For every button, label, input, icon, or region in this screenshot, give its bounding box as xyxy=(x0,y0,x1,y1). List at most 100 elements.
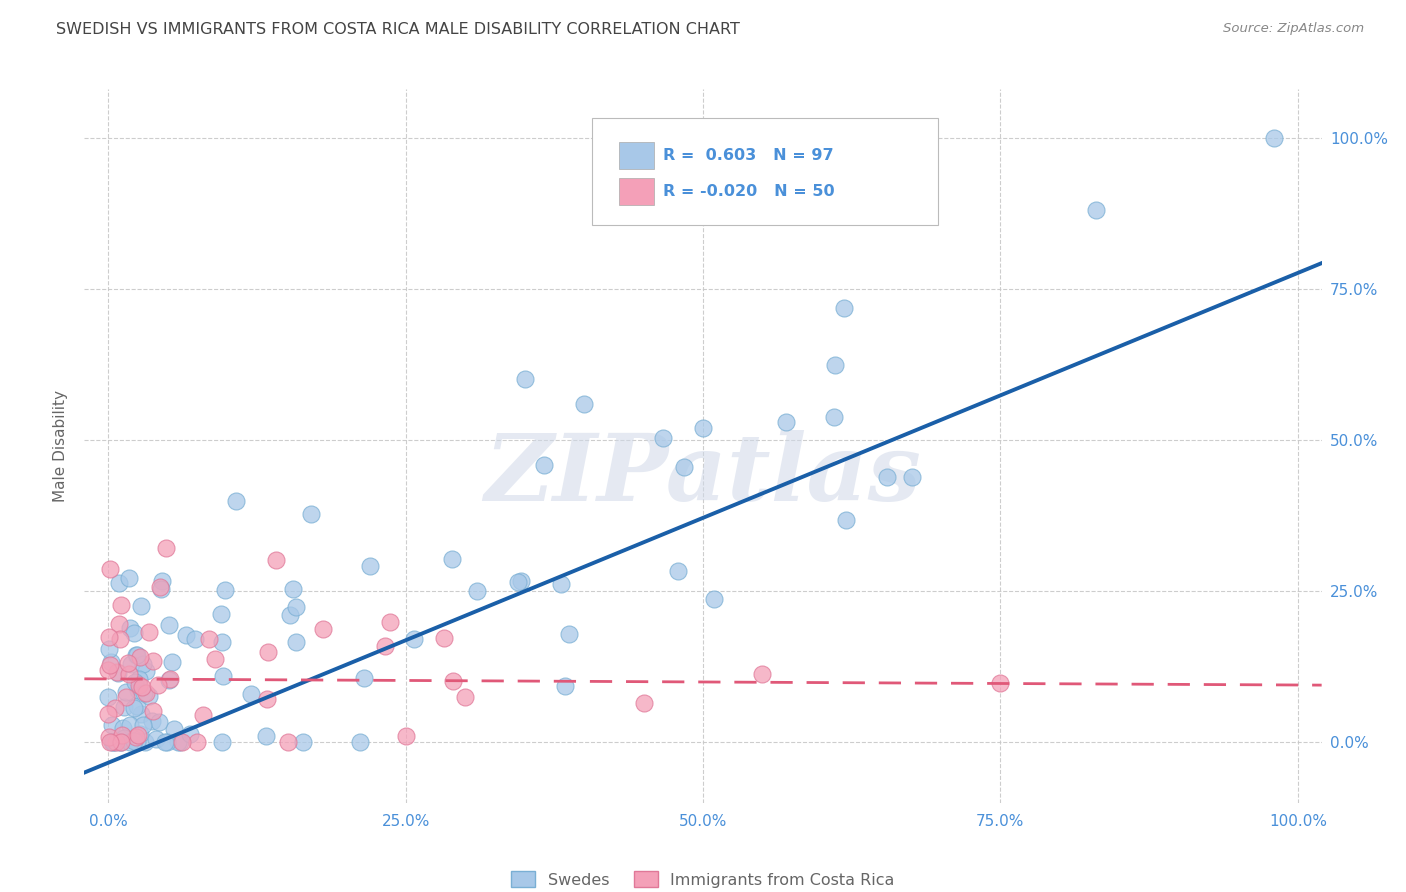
Point xyxy=(108,632,131,646)
Point xyxy=(112,700,135,714)
FancyBboxPatch shape xyxy=(592,118,938,225)
Point xyxy=(120,735,142,749)
Text: Source: ZipAtlas.com: Source: ZipAtlas.com xyxy=(1223,22,1364,36)
Point xyxy=(97,706,120,721)
Point xyxy=(666,564,689,578)
Point xyxy=(876,470,898,484)
Point xyxy=(823,409,845,424)
Point xyxy=(193,708,215,723)
Point xyxy=(127,728,149,742)
Point xyxy=(394,729,416,743)
Point xyxy=(100,735,122,749)
Point xyxy=(651,431,673,445)
Point xyxy=(633,696,655,710)
Point xyxy=(117,656,139,670)
Point xyxy=(454,690,477,705)
Point xyxy=(703,592,725,607)
Point xyxy=(101,735,124,749)
Point xyxy=(100,735,122,749)
Point xyxy=(349,735,371,749)
Point xyxy=(129,726,152,740)
Point xyxy=(533,458,555,472)
Point xyxy=(254,729,277,743)
Point xyxy=(256,691,278,706)
Point xyxy=(135,686,157,700)
Point xyxy=(572,397,595,411)
Point xyxy=(141,714,163,728)
Text: R =  0.603   N = 97: R = 0.603 N = 97 xyxy=(664,148,834,163)
Point xyxy=(104,700,127,714)
Point xyxy=(98,658,121,673)
Point xyxy=(824,358,846,372)
Point xyxy=(122,733,145,747)
Point xyxy=(155,541,177,555)
Point xyxy=(122,625,145,640)
Point xyxy=(374,639,396,653)
Point xyxy=(127,682,149,697)
Point xyxy=(135,664,157,678)
Point xyxy=(110,735,132,749)
Text: ZIPatlas: ZIPatlas xyxy=(485,430,921,519)
Point xyxy=(162,655,184,669)
Point xyxy=(149,582,172,597)
Point xyxy=(112,722,135,736)
Text: SWEDISH VS IMMIGRANTS FROM COSTA RICA MALE DISABILITY CORRELATION CHART: SWEDISH VS IMMIGRANTS FROM COSTA RICA MA… xyxy=(56,22,740,37)
Point xyxy=(751,667,773,681)
Point xyxy=(153,735,176,749)
Point xyxy=(211,735,233,749)
Point xyxy=(120,718,142,732)
Point xyxy=(163,723,186,737)
Point xyxy=(108,735,131,749)
Point xyxy=(128,672,150,686)
Point xyxy=(159,672,181,686)
Point xyxy=(131,681,153,695)
Point xyxy=(149,581,172,595)
Point xyxy=(138,624,160,639)
Point xyxy=(107,666,129,681)
Text: R = -0.020   N = 50: R = -0.020 N = 50 xyxy=(664,184,835,199)
Point xyxy=(281,582,304,597)
Point xyxy=(239,687,262,701)
Point xyxy=(104,735,127,749)
Point xyxy=(197,632,219,646)
Point xyxy=(124,648,146,662)
Point xyxy=(901,470,924,484)
Point xyxy=(184,632,207,647)
Point xyxy=(204,652,226,666)
Point xyxy=(513,372,536,386)
Point xyxy=(129,599,152,613)
Point xyxy=(285,635,308,649)
Point xyxy=(98,730,121,744)
Point xyxy=(673,459,696,474)
Point xyxy=(264,552,287,566)
Point xyxy=(404,632,426,646)
Point xyxy=(172,735,194,749)
Point xyxy=(110,735,132,749)
Point xyxy=(157,673,180,688)
Point xyxy=(138,689,160,703)
Point xyxy=(440,552,463,566)
FancyBboxPatch shape xyxy=(619,178,654,205)
Point xyxy=(122,701,145,715)
Point xyxy=(148,714,170,729)
Point xyxy=(115,690,138,705)
Point xyxy=(128,678,150,692)
Point xyxy=(278,608,301,623)
Point xyxy=(132,657,155,671)
Point xyxy=(359,558,381,573)
Point xyxy=(145,732,167,747)
FancyBboxPatch shape xyxy=(619,142,654,169)
Point xyxy=(211,635,233,649)
Point xyxy=(105,665,128,680)
Point xyxy=(132,718,155,732)
Point xyxy=(125,735,148,749)
Point xyxy=(291,735,314,749)
Point xyxy=(110,598,132,612)
Point xyxy=(115,685,138,699)
Point xyxy=(118,667,141,681)
Point xyxy=(142,654,165,668)
Point xyxy=(118,571,141,585)
Point xyxy=(97,690,120,704)
Point xyxy=(214,583,236,598)
Point xyxy=(108,576,131,591)
